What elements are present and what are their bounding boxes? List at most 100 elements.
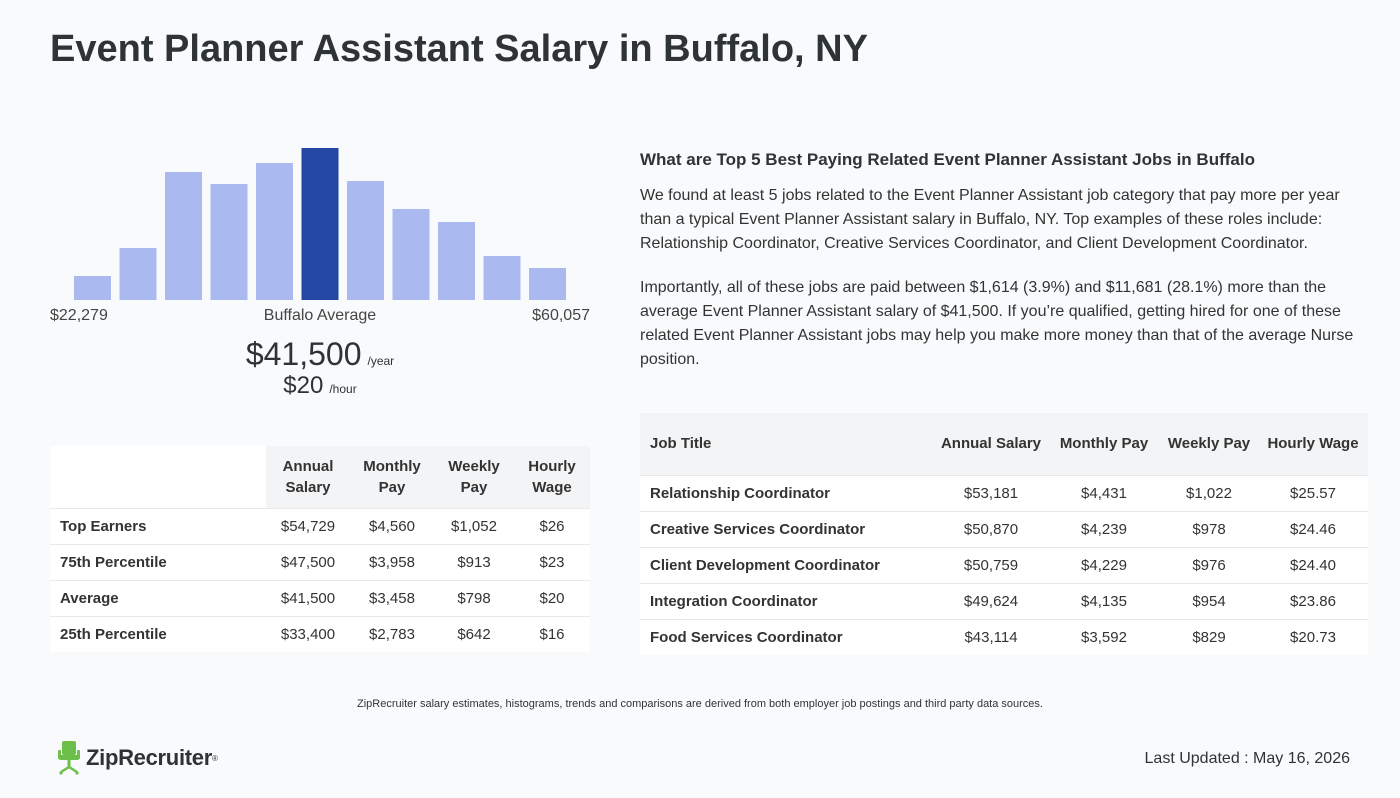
related-jobs-table: Job Title Annual Salary Monthly Pay Week… bbox=[640, 413, 1368, 655]
table-row: 25th Percentile $33,400 $2,783 $642 $16 bbox=[50, 615, 590, 652]
histogram-bar bbox=[392, 209, 430, 300]
salary-histogram bbox=[50, 130, 590, 300]
cell-annual: $50,870 bbox=[934, 510, 1048, 547]
table-row: Food Services Coordinator $43,114 $3,592… bbox=[640, 618, 1368, 655]
cell-weekly: $829 bbox=[1160, 618, 1258, 655]
histogram-bar bbox=[438, 222, 475, 300]
ziprecruiter-logo[interactable]: ZipRecruiter ® bbox=[58, 740, 218, 776]
histogram-bar bbox=[256, 163, 293, 300]
cell-weekly: $798 bbox=[434, 579, 514, 616]
cell-monthly: $4,431 bbox=[1048, 474, 1160, 511]
job-title-cell: Food Services Coordinator bbox=[640, 618, 934, 655]
cell-weekly: $954 bbox=[1160, 582, 1258, 619]
cell-weekly: $1,022 bbox=[1160, 474, 1258, 511]
table-row: Integration Coordinator $49,624 $4,135 $… bbox=[640, 582, 1368, 619]
average-hourly-unit: /hour bbox=[329, 382, 357, 396]
data-source-footnote: ZipRecruiter salary estimates, histogram… bbox=[357, 698, 1043, 710]
cell-annual: $47,500 bbox=[266, 543, 350, 580]
header-hourly-wage: Hourly Wage bbox=[514, 446, 590, 508]
cell-weekly: $978 bbox=[1160, 510, 1258, 547]
histogram-center-label: Buffalo Average bbox=[263, 307, 377, 324]
histogram-min-label: $22,279 bbox=[50, 307, 108, 324]
chair-icon bbox=[58, 741, 80, 775]
cell-annual: $49,624 bbox=[934, 582, 1048, 619]
cell-monthly: $4,560 bbox=[350, 507, 434, 544]
job-title-cell: Integration Coordinator bbox=[640, 582, 934, 619]
job-title-cell: Relationship Coordinator bbox=[640, 474, 934, 511]
cell-hourly: $26 bbox=[514, 507, 590, 544]
cell-weekly: $642 bbox=[434, 615, 514, 652]
related-jobs-table-header: Job Title Annual Salary Monthly Pay Week… bbox=[640, 413, 1368, 475]
cell-annual: $54,729 bbox=[266, 507, 350, 544]
histogram-bar bbox=[347, 181, 384, 300]
header-monthly-pay: Monthly Pay bbox=[1048, 413, 1160, 475]
header-hourly-wage: Hourly Wage bbox=[1258, 413, 1368, 475]
cell-annual: $41,500 bbox=[266, 579, 350, 616]
histogram-bar bbox=[529, 268, 566, 300]
cell-monthly: $3,458 bbox=[350, 579, 434, 616]
row-label: Average bbox=[50, 579, 266, 616]
histogram-bar bbox=[74, 276, 111, 300]
cell-hourly: $16 bbox=[514, 615, 590, 652]
header-weekly-pay: Weekly Pay bbox=[1160, 413, 1258, 475]
percentile-table-header: Annual Salary Monthly Pay Weekly Pay Hou… bbox=[50, 446, 590, 508]
histogram-bar bbox=[165, 172, 202, 300]
header-annual-salary: Annual Salary bbox=[934, 413, 1048, 475]
related-jobs-paragraph-2: Importantly, all of these jobs are paid … bbox=[640, 279, 1354, 368]
histogram-max-label: $60,057 bbox=[532, 307, 590, 324]
row-label: Top Earners bbox=[50, 507, 266, 544]
cell-monthly: $4,239 bbox=[1048, 510, 1160, 547]
histogram-bars bbox=[74, 148, 566, 300]
last-updated: Last Updated : May 16, 2026 bbox=[1144, 750, 1350, 767]
average-annual-value: $41,500 bbox=[245, 336, 362, 372]
header-blank bbox=[50, 446, 266, 508]
cell-monthly: $4,229 bbox=[1048, 546, 1160, 583]
header-weekly-pay: Weekly Pay bbox=[434, 446, 514, 508]
row-label: 25th Percentile bbox=[50, 615, 266, 652]
cell-annual: $43,114 bbox=[934, 618, 1048, 655]
table-row: Top Earners $54,729 $4,560 $1,052 $26 bbox=[50, 507, 590, 544]
histogram-labels: $22,279 Buffalo Average $60,057 bbox=[50, 307, 590, 327]
table-row: 75th Percentile $47,500 $3,958 $913 $23 bbox=[50, 543, 590, 580]
cell-weekly: $976 bbox=[1160, 546, 1258, 583]
header-monthly-pay: Monthly Pay bbox=[350, 446, 434, 508]
logo-wordmark: ZipRecruiter bbox=[86, 745, 212, 770]
cell-hourly: $24.46 bbox=[1258, 510, 1368, 547]
histogram-bar bbox=[210, 184, 248, 300]
histogram-bar-average bbox=[301, 148, 339, 300]
cell-monthly: $3,958 bbox=[350, 543, 434, 580]
header-job-title: Job Title bbox=[640, 413, 934, 475]
job-title-cell: Creative Services Coordinator bbox=[640, 510, 934, 547]
cell-hourly: $23 bbox=[514, 543, 590, 580]
cell-monthly: $3,592 bbox=[1048, 618, 1160, 655]
cell-hourly: $25.57 bbox=[1258, 474, 1368, 511]
cell-annual: $33,400 bbox=[266, 615, 350, 652]
cell-weekly: $913 bbox=[434, 543, 514, 580]
page-title: Event Planner Assistant Salary in Buffal… bbox=[50, 28, 868, 70]
table-row: Creative Services Coordinator $50,870 $4… bbox=[640, 510, 1368, 547]
cell-hourly: $24.40 bbox=[1258, 546, 1368, 583]
cell-monthly: $4,135 bbox=[1048, 582, 1160, 619]
job-title-cell: Client Development Coordinator bbox=[640, 546, 934, 583]
cell-hourly: $20 bbox=[514, 579, 590, 616]
cell-monthly: $2,783 bbox=[350, 615, 434, 652]
cell-hourly: $23.86 bbox=[1258, 582, 1368, 619]
table-row: Average $41,500 $3,458 $798 $20 bbox=[50, 579, 590, 616]
histogram-bar bbox=[119, 248, 157, 300]
average-annual-unit: /year bbox=[367, 354, 395, 368]
average-annual: $41,500/year bbox=[50, 336, 590, 373]
related-jobs-paragraph-1: We found at least 5 jobs related to the … bbox=[640, 187, 1340, 252]
cell-weekly: $1,052 bbox=[434, 507, 514, 544]
average-hourly: $20/hour bbox=[50, 372, 590, 400]
table-row: Client Development Coordinator $50,759 $… bbox=[640, 546, 1368, 583]
cell-hourly: $20.73 bbox=[1258, 618, 1368, 655]
cell-annual: $53,181 bbox=[934, 474, 1048, 511]
cell-annual: $50,759 bbox=[934, 546, 1048, 583]
related-jobs-heading: What are Top 5 Best Paying Related Event… bbox=[640, 150, 1255, 169]
row-label: 75th Percentile bbox=[50, 543, 266, 580]
header-annual-salary: Annual Salary bbox=[266, 446, 350, 508]
histogram-bar bbox=[483, 256, 521, 300]
percentile-table: Annual Salary Monthly Pay Weekly Pay Hou… bbox=[50, 446, 590, 652]
table-row: Relationship Coordinator $53,181 $4,431 … bbox=[640, 474, 1368, 511]
registered-mark: ® bbox=[211, 753, 218, 763]
